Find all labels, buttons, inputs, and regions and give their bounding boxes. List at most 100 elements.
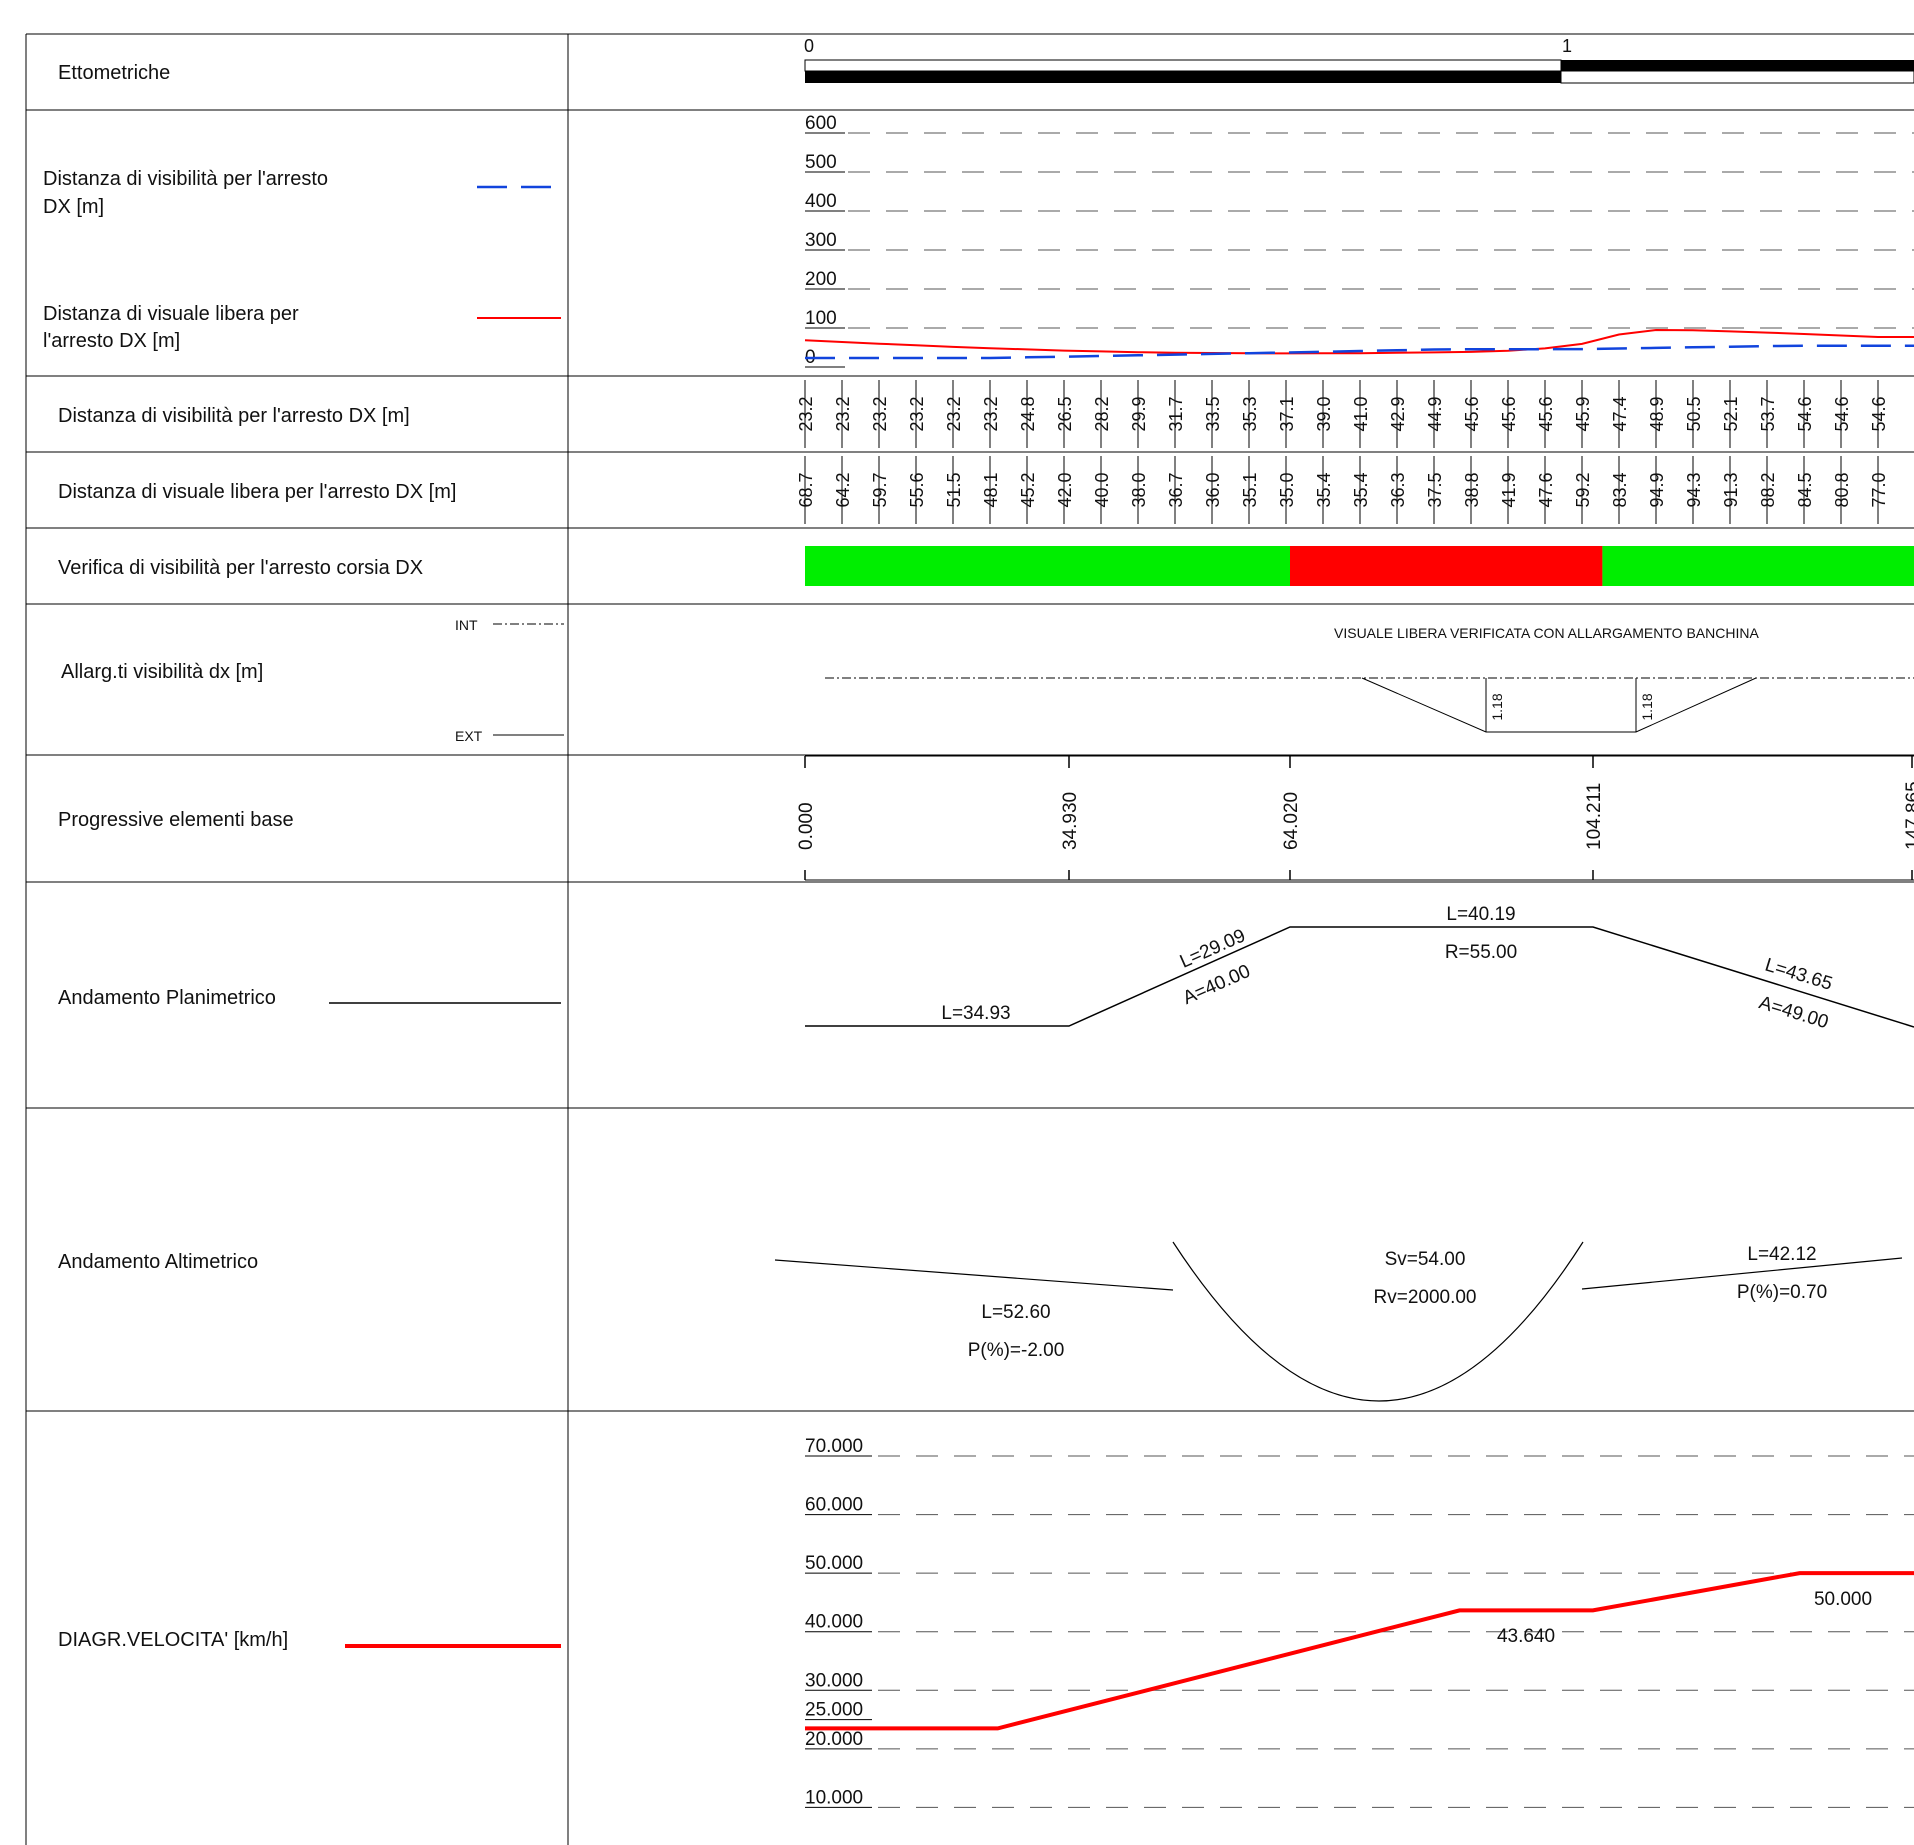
legend-blue-line2: DX [m] bbox=[43, 196, 104, 218]
speed-y-tick-label: 50.000 bbox=[805, 1553, 863, 1574]
visibilita-value: 42.9 bbox=[1388, 396, 1408, 431]
visibilita-value: 31.7 bbox=[1166, 396, 1186, 431]
visibilita-value: 26.5 bbox=[1055, 396, 1075, 431]
label-ext: EXT bbox=[455, 728, 483, 744]
vis-y-tick-label: 600 bbox=[805, 113, 837, 134]
visuale-value: 36.7 bbox=[1166, 472, 1186, 507]
label-dist-visuale: Distanza di visuale libera per l'arresto… bbox=[58, 481, 456, 503]
visuale-value: 35.0 bbox=[1277, 472, 1297, 507]
progressive-value: 34.930 bbox=[1060, 792, 1081, 850]
visibilita-value: 48.9 bbox=[1647, 396, 1667, 431]
speed-line bbox=[805, 1571, 1914, 1731]
visibilita-value: 23.2 bbox=[981, 396, 1001, 431]
visibilita-value: 44.9 bbox=[1425, 396, 1445, 431]
widening-value-left: 1.18 bbox=[1489, 693, 1505, 720]
scale-label-0: 0 bbox=[804, 36, 814, 56]
visuale-value: 42.0 bbox=[1055, 472, 1075, 507]
vertical-grade-right bbox=[1581, 1257, 1903, 1290]
visuale-value: 88.2 bbox=[1758, 472, 1778, 507]
horizontal-alignment: L=34.93 L=29.09 A=40.00 L=40.19 R=55.00 … bbox=[805, 904, 1914, 1033]
label-ettometriche: Ettometriche bbox=[58, 62, 170, 84]
visuale-value: 77.0 bbox=[1869, 472, 1889, 507]
visuale-value: 36.3 bbox=[1388, 472, 1408, 507]
visuale-value: 83.4 bbox=[1610, 472, 1630, 507]
visuale-value: 38.8 bbox=[1462, 472, 1482, 507]
visibilita-value: 47.4 bbox=[1610, 396, 1630, 431]
visibilita-value: 35.3 bbox=[1240, 396, 1260, 431]
verifica-segment-fail bbox=[1290, 546, 1603, 586]
speed-y-tick-label: 25.000 bbox=[805, 1700, 863, 1721]
visibilita-value: 54.6 bbox=[1795, 396, 1815, 431]
verifica-segment-ok bbox=[805, 546, 1290, 586]
series-line-visuale-libera bbox=[804, 328, 1914, 355]
visibilita-value: 23.2 bbox=[907, 396, 927, 431]
visibilita-value: 45.6 bbox=[1499, 396, 1519, 431]
widening-note: VISUALE LIBERA VERIFICATA CON ALLARGAMEN… bbox=[1334, 625, 1759, 641]
label-planimetrico: Andamento Planimetrico bbox=[58, 987, 276, 1009]
speed-y-tick-label: 60.000 bbox=[805, 1495, 863, 1516]
legend-red-line2: l'arresto DX [m] bbox=[43, 330, 180, 352]
visuale-value: 47.6 bbox=[1536, 472, 1556, 507]
visuale-value: 51.5 bbox=[944, 472, 964, 507]
hectometre-scale-bar: 0 1 bbox=[804, 36, 1914, 84]
visibilita-value: 28.2 bbox=[1092, 396, 1112, 431]
visuale-value: 64.2 bbox=[833, 472, 853, 507]
free-sight-values-row: 68.7 64.2 59.7 55.6 51.5 48.1 45.2 42.0 40.0 38.0… bbox=[796, 456, 1889, 524]
speed-annotation-43640: 43.640 bbox=[1497, 1626, 1555, 1647]
visuale-value: 35.4 bbox=[1351, 472, 1371, 507]
table-grid bbox=[25, 33, 1914, 1845]
visuale-value: 38.0 bbox=[1129, 472, 1149, 507]
legend-blue-line1: Distanza di visibilità per l'arresto bbox=[43, 168, 328, 190]
widening-value-right: 1.18 bbox=[1639, 693, 1655, 720]
speed-y-tick-label: 70.000 bbox=[805, 1436, 863, 1457]
visuale-value: 48.1 bbox=[981, 472, 1001, 507]
progressive-row: 0.000 34.930 64.020 104.211 147.865 bbox=[796, 755, 1914, 881]
progressive-value: 0.000 bbox=[796, 802, 817, 850]
visibilita-value: 41.0 bbox=[1351, 396, 1371, 431]
visuale-value: 94.9 bbox=[1647, 472, 1667, 507]
speed-y-tick-label: 30.000 bbox=[805, 1670, 863, 1691]
alt-label-p3: P(%)=0.70 bbox=[1737, 1282, 1827, 1303]
label-velocita: DIAGR.VELOCITA' [km/h] bbox=[58, 1629, 288, 1651]
visibilita-value: 23.2 bbox=[796, 396, 816, 431]
visuale-value: 40.0 bbox=[1092, 472, 1112, 507]
verification-band bbox=[805, 546, 1914, 586]
speed-annotation-50000: 50.000 bbox=[1814, 1589, 1872, 1610]
label-allargamenti: Allarg.ti visibilità dx [m] bbox=[61, 661, 263, 683]
label-dist-visibilita: Distanza di visibilità per l'arresto DX … bbox=[58, 405, 410, 427]
legend-red-line1: Distanza di visuale libera per bbox=[43, 303, 299, 325]
vis-y-tick-label: 400 bbox=[805, 191, 837, 212]
visibilita-value: 24.8 bbox=[1018, 396, 1038, 431]
scale-segment-white bbox=[804, 59, 1562, 72]
visibilita-value: 23.2 bbox=[944, 396, 964, 431]
visibilita-value: 45.9 bbox=[1573, 396, 1593, 431]
scale-label-1: 1 bbox=[1562, 36, 1572, 56]
speed-y-tick-label: 10.000 bbox=[805, 1787, 863, 1808]
vertical-curve bbox=[1172, 1241, 1584, 1402]
visibilita-value: 37.1 bbox=[1277, 396, 1297, 431]
visuale-value: 35.4 bbox=[1314, 472, 1334, 507]
visuale-value: 84.5 bbox=[1795, 472, 1815, 507]
visuale-value: 35.1 bbox=[1240, 472, 1260, 507]
vis-y-tick-label: 100 bbox=[805, 308, 837, 329]
vertical-alignment: L=52.60 P(%)=-2.00 Sv=54.00 Rv=2000.00 L… bbox=[774, 1241, 1903, 1402]
vis-y-tick-label: 200 bbox=[805, 269, 837, 290]
vis-y-tick-label: 500 bbox=[805, 152, 837, 173]
visuale-value: 94.3 bbox=[1684, 472, 1704, 507]
visibilita-value: 39.0 bbox=[1314, 396, 1334, 431]
visibilita-value: 54.6 bbox=[1832, 396, 1852, 431]
visuale-value: 59.7 bbox=[870, 472, 890, 507]
series-line-visibilita bbox=[805, 344, 1914, 360]
label-verifica: Verifica di visibilità per l'arresto cor… bbox=[58, 557, 423, 579]
label-altimetrico: Andamento Altimetrico bbox=[58, 1251, 258, 1273]
vertical-grade-left bbox=[774, 1259, 1174, 1291]
progressive-value: 104.211 bbox=[1584, 783, 1605, 850]
visibilita-value: 53.7 bbox=[1758, 396, 1778, 431]
visibilita-value: 45.6 bbox=[1462, 396, 1482, 431]
visibilita-value: 23.2 bbox=[833, 396, 853, 431]
label-int: INT bbox=[455, 617, 478, 633]
speed-diagram: 70.000 60.000 50.000 40.000 30.000 25.000 20.0… bbox=[805, 1436, 1914, 1808]
scale-segment-black-lower bbox=[805, 71, 1561, 83]
